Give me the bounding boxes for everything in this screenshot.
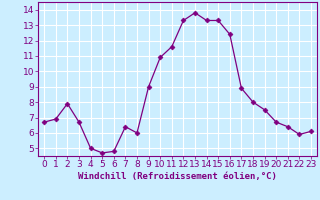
X-axis label: Windchill (Refroidissement éolien,°C): Windchill (Refroidissement éolien,°C): [78, 172, 277, 181]
